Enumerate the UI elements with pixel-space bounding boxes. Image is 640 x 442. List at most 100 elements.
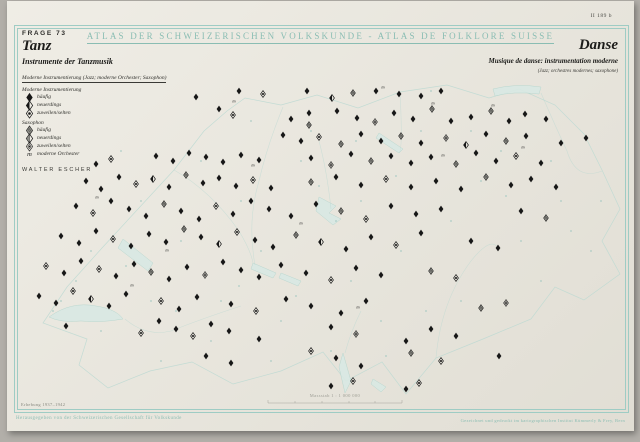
legend-group-header: Moderne Instrumentierung: [22, 87, 82, 93]
map-marker-s: [236, 87, 242, 95]
question-number: FRAGE 73: [22, 30, 67, 37]
map-marker-d: [43, 261, 49, 271]
map-marker-s: [338, 309, 344, 317]
map-marker-s: [353, 264, 359, 272]
map-marker-h: [216, 239, 222, 249]
map-marker-d: [213, 201, 219, 211]
town-dot: [295, 295, 297, 297]
map-marker-s: [373, 87, 379, 95]
town-dot: [120, 150, 122, 152]
map-marker-s: [156, 317, 162, 325]
map-marker-s: [391, 109, 397, 117]
map-marker-m: m: [130, 283, 134, 288]
map-marker-xd: [353, 330, 359, 338]
map-marker-s: [453, 332, 459, 340]
scale-bar-graphic: [267, 400, 403, 404]
map-sheet-paper: ATLAS DER SCHWEIZERISCHEN VOLKSKUNDE - A…: [7, 1, 634, 431]
map-marker-d: [138, 328, 144, 338]
map-marker-s: [194, 293, 200, 301]
town-dot: [480, 180, 482, 182]
map-marker-s: [256, 335, 262, 343]
map-marker-s: [438, 205, 444, 213]
map-marker-s: [76, 239, 82, 247]
town-dot: [75, 280, 77, 282]
map-marker-s: [413, 210, 419, 218]
map-marker-s: [410, 115, 416, 123]
map-marker-s: [230, 210, 236, 218]
map-subject-german: Moderne Instrumentierung (Jazz; moderne …: [22, 75, 167, 83]
map-marker-xd: [372, 118, 378, 126]
town-dot: [210, 340, 212, 342]
country-outline: [42, 84, 621, 395]
town-dot: [420, 130, 422, 132]
town-dot: [90, 250, 92, 252]
map-marker-s: [368, 233, 374, 241]
map-marker-d: [350, 376, 356, 386]
map-marker-d: [90, 208, 96, 218]
map-marker-m: m: [232, 99, 236, 104]
map-marker-s: [176, 305, 182, 313]
map-marker-d: [158, 296, 164, 306]
town-dot: [270, 360, 272, 362]
map-marker-s: [306, 109, 312, 117]
town-dot: [300, 160, 302, 162]
map-marker-s: [228, 359, 234, 367]
town-dot: [250, 120, 252, 122]
map-marker-m: m: [165, 248, 169, 253]
map-marker-s: [298, 137, 304, 145]
town-dot: [52, 310, 54, 312]
diamond-half-icon: [25, 99, 34, 111]
map-marker-s: [288, 115, 294, 123]
map-marker-s: [178, 207, 184, 215]
map-marker-s: [98, 185, 104, 193]
map-marker-s: [433, 177, 439, 185]
town-dot: [400, 250, 402, 252]
town-dot: [140, 200, 142, 202]
town-dot: [318, 185, 320, 187]
map-marker-s: [493, 157, 499, 165]
map-marker-s: [220, 158, 226, 166]
map-marker-d: [363, 214, 369, 224]
map-marker-x: [183, 171, 189, 179]
atlas-title-text: ATLAS DER SCHWEIZERISCHEN VOLKSKUNDE - A…: [86, 31, 555, 44]
map-marker-s: [303, 269, 309, 277]
svg-text:m: m: [165, 248, 169, 253]
map-marker-x: [148, 268, 154, 276]
map-marker-s: [216, 105, 222, 113]
map-marker-s: [220, 258, 226, 266]
map-marker-m: m: [521, 145, 525, 150]
svg-text:m: m: [130, 283, 134, 288]
map-marker-s: [328, 382, 334, 390]
svg-text:m: m: [27, 151, 32, 158]
map-marker-s: [354, 114, 360, 122]
map-marker-s: [93, 160, 99, 168]
map-subtitle-french: Musique de danse: instrumentation modern…: [488, 57, 618, 65]
map-marker-m: m: [491, 103, 495, 108]
map-marker-m: m: [95, 195, 99, 200]
town-dot: [125, 265, 127, 267]
map-marker-x: [350, 89, 356, 97]
map-marker-s: [328, 323, 334, 331]
map-marker-s: [153, 152, 159, 160]
map-marker-s: [233, 182, 239, 190]
map-marker-s: [496, 352, 502, 360]
legend-item: häufig: [24, 92, 212, 102]
map-marker-s: [308, 302, 314, 310]
town-dot: [60, 300, 62, 302]
map-marker-d: [416, 378, 422, 388]
map-marker-s: [403, 337, 409, 345]
map-marker-s: [458, 185, 464, 193]
town-dot: [355, 140, 357, 142]
map-title-german: Tanz: [22, 38, 52, 54]
map-marker-s: [538, 159, 544, 167]
map-marker-s: [123, 290, 129, 298]
town-dot: [430, 90, 432, 92]
svg-text:m: m: [441, 153, 445, 158]
town-dot: [200, 160, 202, 162]
map-marker-s: [184, 263, 190, 271]
map-marker-s: [200, 179, 206, 187]
map-marker-s: [131, 260, 137, 268]
town-dot: [310, 130, 312, 132]
town-dot: [540, 280, 542, 282]
svg-text:m: m: [431, 101, 435, 106]
